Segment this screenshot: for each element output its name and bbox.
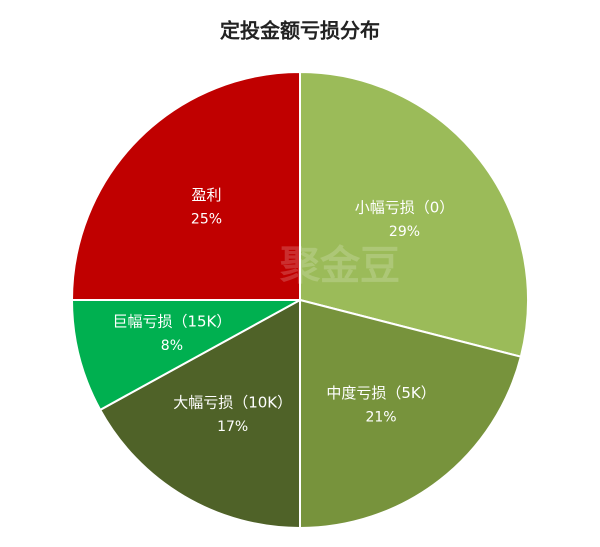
slice-value: 29%: [389, 224, 420, 240]
slice-value: 21%: [365, 409, 396, 425]
slice-value: 25%: [191, 211, 222, 227]
slice-value: 17%: [217, 419, 248, 435]
slice-label: 大幅亏损（10K）: [173, 393, 292, 411]
slice-label: 小幅亏损（0）: [355, 198, 455, 216]
pie-slice: [98, 298, 301, 530]
chart-title: 定投金额亏损分布: [220, 19, 380, 43]
pie: [70, 70, 529, 530]
pie-slice: [70, 70, 301, 301]
pie-slice: [299, 70, 529, 358]
slice-label: 巨幅亏损（15K）: [112, 312, 231, 330]
watermark: 聚金豆: [279, 243, 400, 289]
pie-slice: [70, 299, 301, 412]
slice-value: 8%: [161, 338, 183, 354]
slice-label: 中度亏损（5K）: [326, 384, 435, 402]
slice-label: 盈利: [191, 186, 221, 204]
pie-slice: [299, 298, 523, 530]
